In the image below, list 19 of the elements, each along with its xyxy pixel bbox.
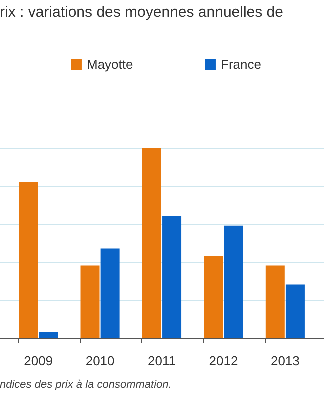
bar — [39, 332, 58, 338]
bar — [142, 148, 162, 338]
bar — [19, 182, 38, 338]
bar — [224, 226, 244, 338]
legend-label: France — [221, 56, 262, 72]
bar — [162, 216, 182, 338]
bar — [204, 256, 224, 338]
chart-title: rix : variations des moyennes annuelles de — [0, 4, 284, 21]
bar — [286, 284, 305, 338]
bar — [266, 266, 285, 338]
x-tick-label: 2011 — [148, 354, 176, 368]
x-tick-label: 2009 — [24, 354, 54, 368]
bar — [100, 248, 120, 338]
bar — [80, 266, 100, 338]
x-tick-label: 2012 — [209, 354, 238, 368]
text: ndices des prix à la consommation. — [0, 379, 172, 391]
x-tick-label: 2013 — [270, 354, 300, 368]
x-tick-label: 2010 — [86, 354, 115, 368]
legend-label: Mayotte — [87, 56, 134, 72]
